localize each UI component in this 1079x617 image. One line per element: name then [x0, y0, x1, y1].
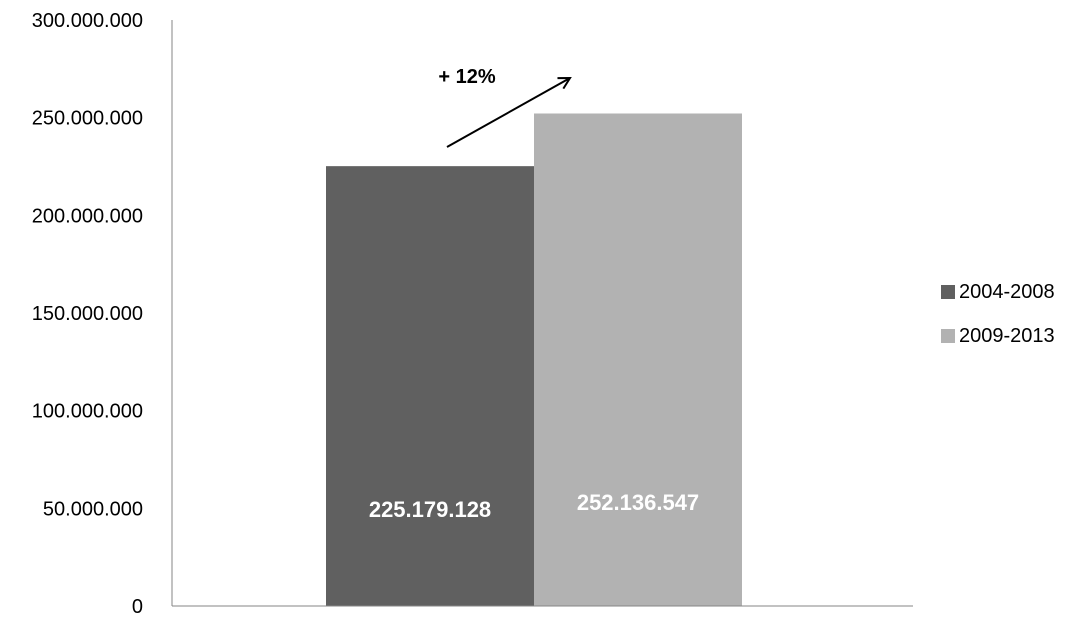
y-tick-label: 200.000.000 — [32, 205, 143, 227]
legend-item-2004-2008: 2004-2008 — [941, 279, 1077, 305]
bar-value-label-2004-2008: 225.179.128 — [369, 497, 491, 522]
legend-swatch-2009-2013 — [941, 329, 955, 343]
y-tick-label: 50.000.000 — [43, 498, 143, 520]
growth-annotation-label: + 12% — [438, 66, 495, 88]
y-tick-label: 250.000.000 — [32, 108, 143, 130]
legend-item-2009-2013: 2009-2013 — [941, 323, 1077, 349]
bar-value-labels: 225.179.128 252.136.547 — [369, 490, 699, 522]
y-tick-label: 300.000.000 — [32, 10, 143, 32]
legend-label-2009-2013: 2009-2013 — [959, 324, 1055, 347]
legend: 2004-2008 2009-2013 — [941, 279, 1077, 367]
y-axis-tick-labels: 0 50.000.000 100.000.000 150.000.000 200.000… — [32, 10, 143, 617]
legend-swatch-2004-2008 — [941, 285, 955, 299]
legend-label-2004-2008: 2004-2008 — [959, 280, 1055, 303]
growth-arrow — [446, 78, 570, 148]
bar-2009-2013 — [534, 113, 742, 606]
y-tick-label: 0 — [132, 596, 143, 617]
bar-2004-2008 — [326, 166, 534, 607]
bar-value-label-2009-2013: 252.136.547 — [577, 490, 699, 515]
y-tick-label: 100.000.000 — [32, 401, 143, 423]
y-tick-label: 150.000.000 — [32, 303, 143, 325]
bars — [326, 113, 742, 607]
